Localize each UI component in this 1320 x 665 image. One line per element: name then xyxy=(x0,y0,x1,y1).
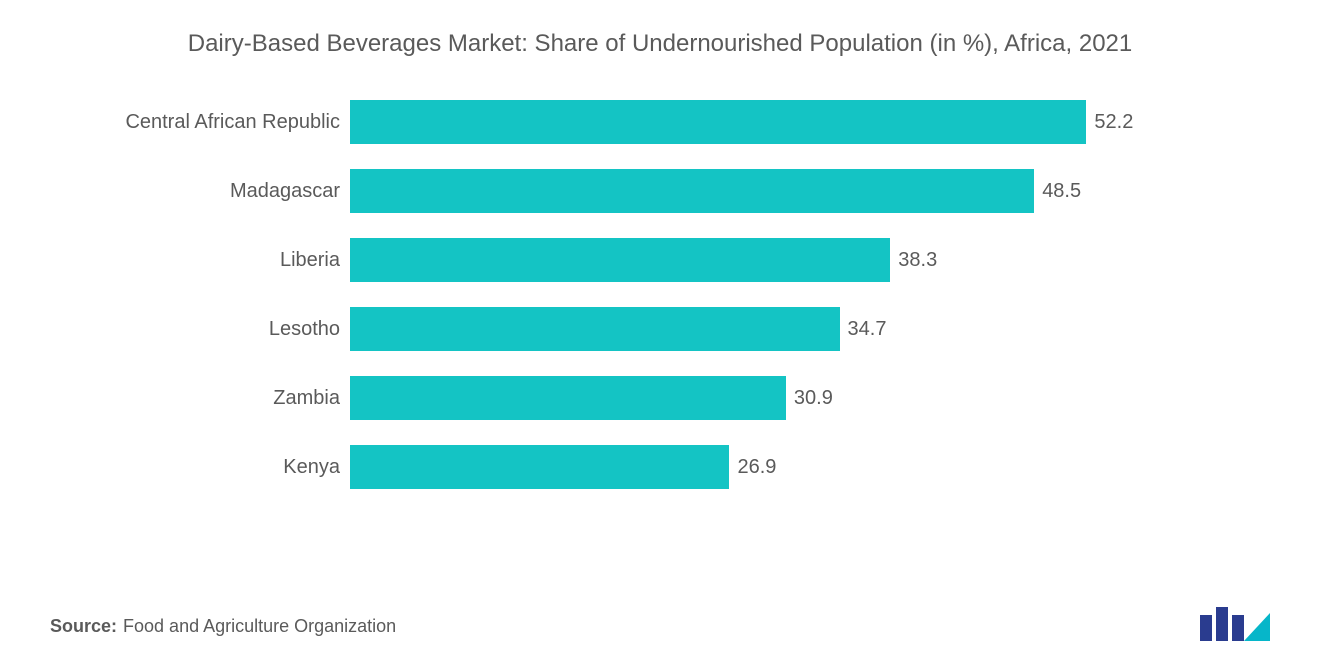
bar-track: 34.7 xyxy=(350,307,1140,351)
bar-row: Central African Republic 52.2 xyxy=(40,100,1140,144)
bar-value: 38.3 xyxy=(890,249,937,272)
bar-row: Kenya 26.9 xyxy=(40,445,1140,489)
bar-fill xyxy=(350,445,729,489)
bar-row: Liberia 38.3 xyxy=(40,238,1140,282)
bar-label: Liberia xyxy=(40,249,350,272)
bar-value: 48.5 xyxy=(1034,180,1081,203)
bar-label: Madagascar xyxy=(40,180,350,203)
bar-value: 52.2 xyxy=(1086,111,1133,134)
bar-label: Lesotho xyxy=(40,318,350,341)
chart-container: Dairy-Based Beverages Market: Share of U… xyxy=(0,0,1320,665)
bar-fill xyxy=(350,238,890,282)
bar-value: 26.9 xyxy=(729,456,776,479)
logo-icon xyxy=(1200,601,1270,641)
brand-logo xyxy=(1200,601,1270,641)
bar-track: 26.9 xyxy=(350,445,1140,489)
bar-value: 30.9 xyxy=(786,387,833,410)
bar-row: Zambia 30.9 xyxy=(40,376,1140,420)
bar-row: Lesotho 34.7 xyxy=(40,307,1140,351)
bar-track: 52.2 xyxy=(350,100,1140,144)
bar-label: Kenya xyxy=(40,456,350,479)
bar-fill xyxy=(350,376,786,420)
bar-label: Zambia xyxy=(40,387,350,410)
bar-fill xyxy=(350,100,1086,144)
bar-track: 48.5 xyxy=(350,169,1140,213)
source-text: Food and Agriculture Organization xyxy=(123,616,396,637)
bars-area: Central African Republic 52.2 Madagascar… xyxy=(40,100,1280,489)
bar-label: Central African Republic xyxy=(40,111,350,134)
chart-title: Dairy-Based Beverages Market: Share of U… xyxy=(40,28,1280,100)
bar-track: 38.3 xyxy=(350,238,1140,282)
bar-value: 34.7 xyxy=(840,318,887,341)
source-label: Source: xyxy=(50,616,117,637)
bar-fill xyxy=(350,307,840,351)
bar-track: 30.9 xyxy=(350,376,1140,420)
bar-row: Madagascar 48.5 xyxy=(40,169,1140,213)
bar-fill xyxy=(350,169,1034,213)
source-footer: Source: Food and Agriculture Organizatio… xyxy=(50,616,396,637)
